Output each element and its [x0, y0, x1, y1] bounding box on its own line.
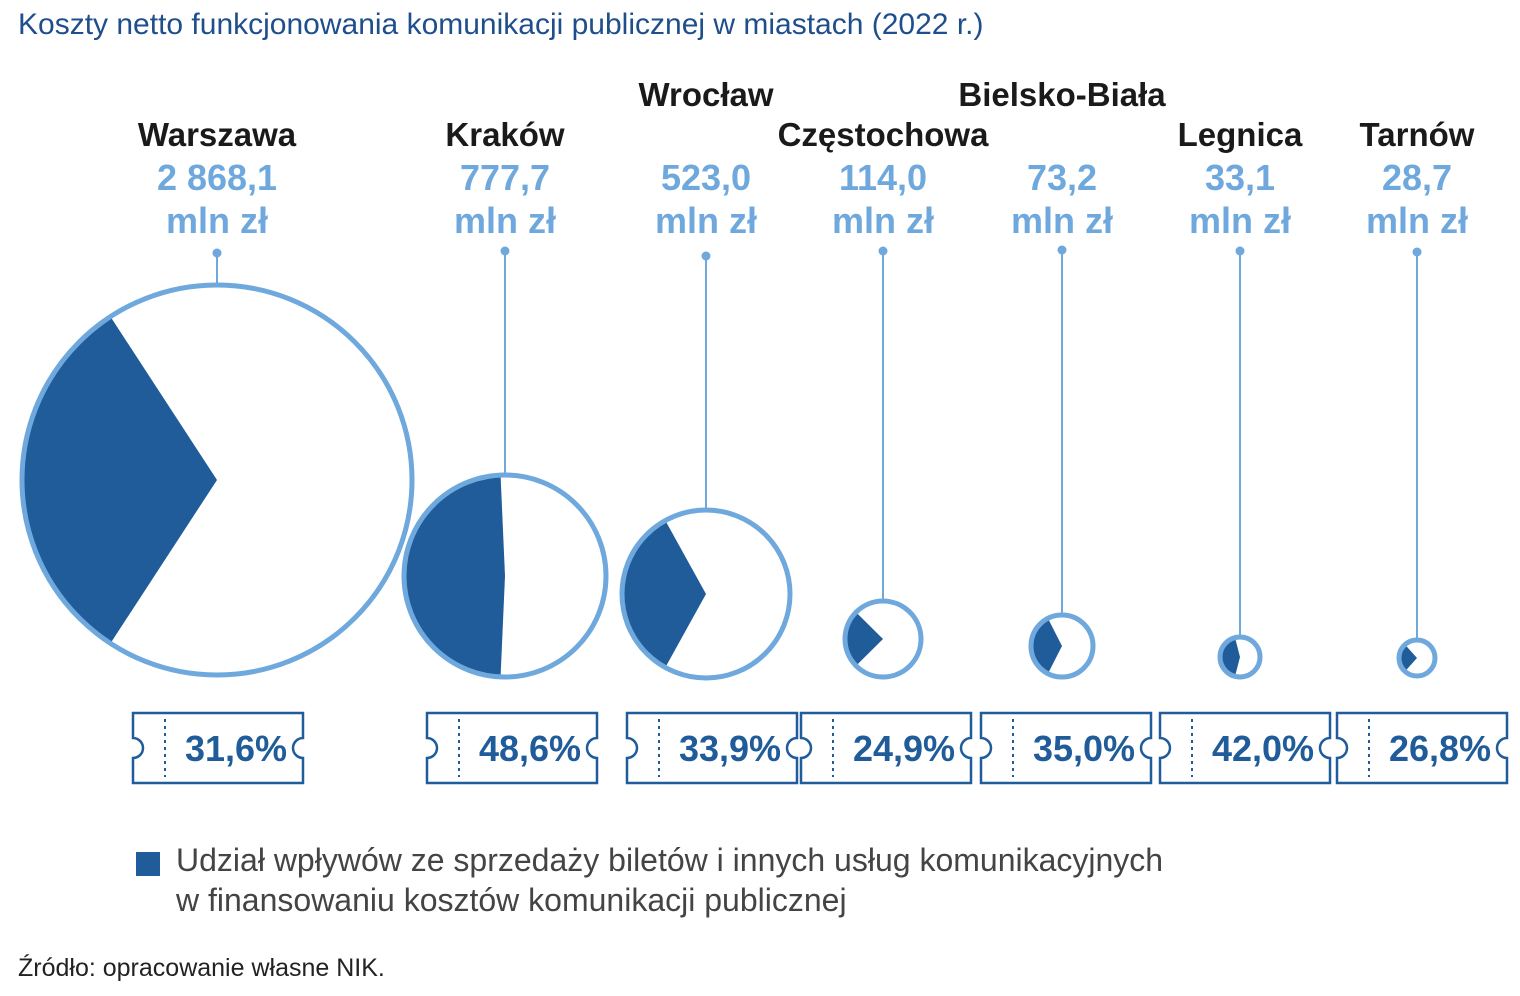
- chart-title: Koszty netto funkcjonowania komunikacji …: [18, 8, 984, 41]
- source-note: Źródło: opracowanie własne NIK.: [18, 954, 385, 982]
- cost-value-bielsko-bia-a: 73,2: [1027, 157, 1097, 198]
- cost-unit-tarn-w: mln zł: [1366, 200, 1468, 241]
- city-label-tarn-w: Tarnów: [1360, 116, 1475, 153]
- ticket-box-krak-w: [425, 711, 599, 785]
- ticket-box-warszawa: [131, 711, 305, 785]
- bubble-outline-krak-w: [401, 472, 609, 680]
- ticket-box-tarn-w: [1335, 711, 1509, 785]
- cost-unit-krak-w: mln zł: [454, 200, 556, 241]
- cost-value-legnica: 33,1: [1205, 157, 1275, 198]
- share-slice-warszawa: [21, 316, 218, 644]
- cost-value-tarn-w: 28,7: [1382, 157, 1452, 198]
- connector-dot-bielsko-bia-a: [1057, 245, 1067, 255]
- share-slice-bielsko-bia-a: [1031, 618, 1062, 674]
- cost-unit-bielsko-bia-a: mln zł: [1011, 200, 1113, 241]
- connector-dot-wroc-aw: [701, 251, 711, 261]
- cost-unit-warszawa: mln zł: [166, 200, 268, 241]
- legend-line-1: Udział wpływów ze sprzedaży biletów i in…: [176, 842, 1164, 878]
- bubble-outline-cz-stochowa: [842, 598, 924, 680]
- city-label-wroc-aw: Wrocław: [638, 76, 773, 113]
- share-slice-wroc-aw: [622, 520, 706, 668]
- ticket-box-bielsko-bia-a: [979, 711, 1153, 785]
- share-slice-krak-w: [403, 475, 505, 677]
- share-label-wroc-aw: 33,9%: [679, 728, 781, 769]
- share-label-legnica: 42,0%: [1212, 728, 1314, 769]
- city-label-warszawa: Warszawa: [138, 116, 297, 153]
- connector-dot-tarn-w: [1412, 247, 1422, 257]
- cost-value-warszawa: 2 868,1: [157, 157, 277, 198]
- legend-line-2: w finansowaniu kosztów komunikacji publi…: [176, 882, 847, 918]
- share-label-warszawa: 31,6%: [185, 728, 287, 769]
- share-label-cz-stochowa: 24,9%: [853, 728, 955, 769]
- bubble-outline-warszawa: [19, 282, 415, 678]
- cost-value-wroc-aw: 523,0: [661, 157, 751, 198]
- share-label-bielsko-bia-a: 35,0%: [1033, 728, 1135, 769]
- legend-label: Udział wpływów ze sprzedaży biletów i in…: [176, 840, 1376, 920]
- bubble-outline-legnica: [1217, 634, 1263, 680]
- city-label-cz-stochowa: Częstochowa: [778, 116, 990, 153]
- bubble-outline-wroc-aw: [619, 507, 793, 681]
- cost-value-krak-w: 777,7: [460, 157, 550, 198]
- connector-dot-legnica: [1235, 246, 1245, 256]
- city-label-krak-w: Kraków: [445, 116, 565, 153]
- cost-unit-cz-stochowa: mln zł: [832, 200, 934, 241]
- connector-dot-cz-stochowa: [878, 246, 888, 256]
- connector-dot-warszawa: [212, 248, 222, 258]
- share-slice-cz-stochowa: [845, 612, 883, 666]
- cost-value-cz-stochowa: 114,0: [839, 157, 927, 198]
- bubble-outline-tarn-w: [1396, 637, 1438, 679]
- share-label-tarn-w: 26,8%: [1389, 728, 1491, 769]
- cost-unit-wroc-aw: mln zł: [655, 200, 757, 241]
- share-label-krak-w: 48,6%: [479, 728, 581, 769]
- connector-dot-krak-w: [500, 246, 510, 256]
- ticket-box-legnica: [1158, 711, 1332, 785]
- cost-unit-legnica: mln zł: [1189, 200, 1291, 241]
- ticket-box-cz-stochowa: [799, 711, 973, 785]
- legend-swatch: [136, 852, 160, 876]
- ticket-box-wroc-aw: [625, 711, 799, 785]
- share-slice-tarn-w: [1399, 644, 1417, 672]
- city-label-bielsko-bia-a: Bielsko-Biała: [958, 76, 1166, 113]
- city-label-legnica: Legnica: [1178, 116, 1303, 153]
- bubble-outline-bielsko-bia-a: [1028, 612, 1096, 680]
